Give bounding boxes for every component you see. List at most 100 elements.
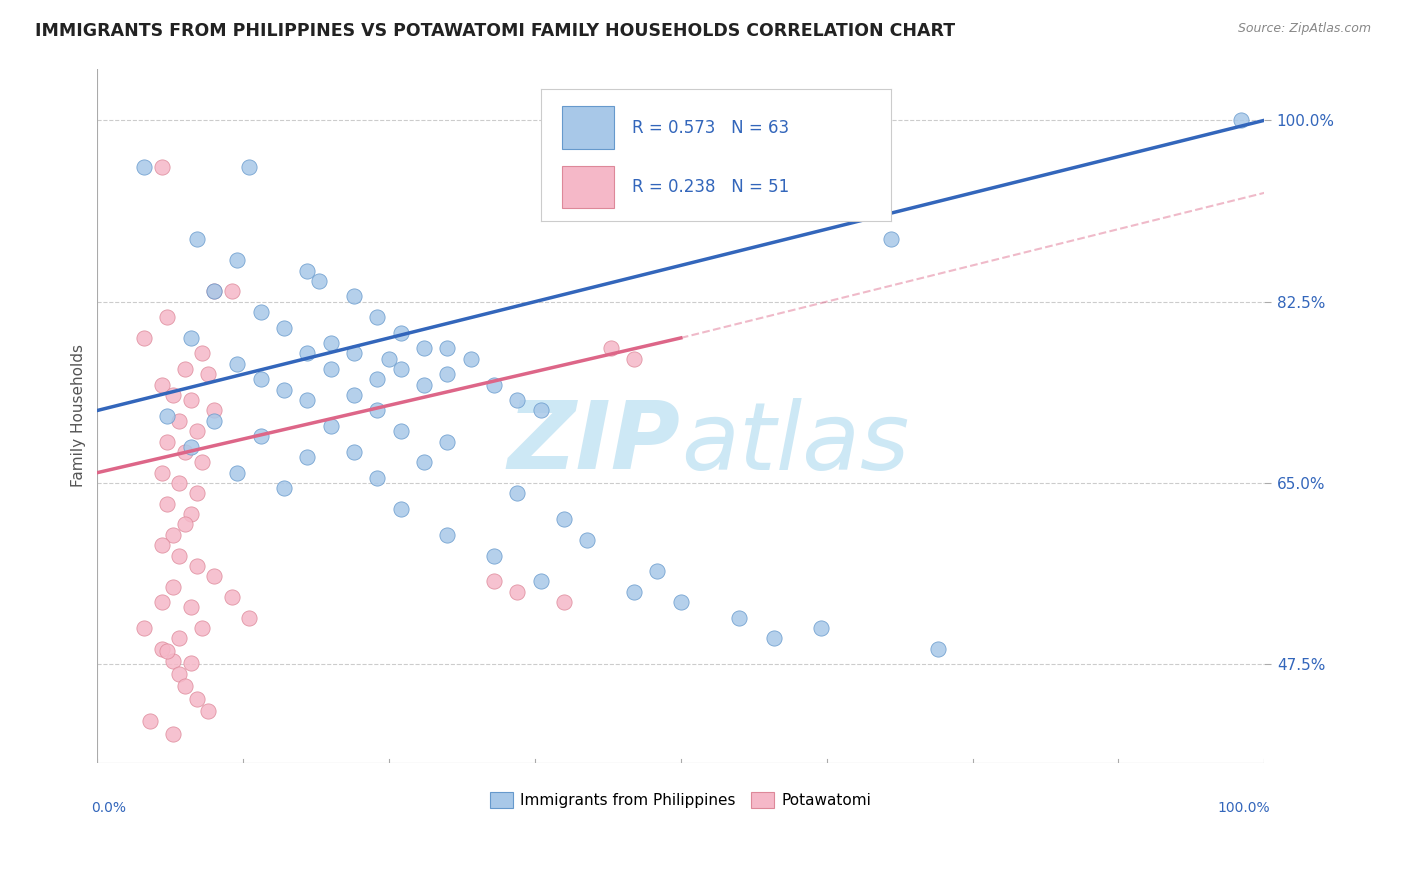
Point [273, 481, 295, 495]
Point [728, 611, 751, 625]
Point [180, 507, 202, 521]
Point [482, 574, 505, 589]
Point [180, 600, 202, 615]
Point [436, 528, 458, 542]
Point [319, 336, 342, 351]
Point [167, 414, 190, 428]
Point [202, 403, 225, 417]
Point [669, 595, 692, 609]
Point [343, 445, 366, 459]
Point [413, 377, 436, 392]
Point [150, 641, 173, 656]
Point [436, 434, 458, 449]
Point [389, 502, 412, 516]
Point [530, 574, 553, 589]
Point [156, 310, 179, 325]
Point [180, 393, 202, 408]
Point [173, 679, 195, 693]
Point [378, 351, 401, 366]
Point [308, 274, 330, 288]
Point [297, 263, 319, 277]
Point [132, 621, 155, 635]
Point [180, 331, 202, 345]
Point [173, 517, 195, 532]
Point [880, 232, 903, 246]
Point [297, 450, 319, 464]
Text: 0.0%: 0.0% [91, 801, 127, 815]
Point [927, 641, 949, 656]
Point [343, 346, 366, 360]
Point [273, 320, 295, 334]
Point [238, 611, 260, 625]
Point [297, 346, 319, 360]
Point [156, 497, 179, 511]
Point [180, 657, 202, 671]
Point [436, 341, 458, 355]
Text: Source: ZipAtlas.com: Source: ZipAtlas.com [1237, 22, 1371, 36]
Point [366, 403, 388, 417]
Text: IMMIGRANTS FROM PHILIPPINES VS POTAWATOMI FAMILY HOUSEHOLDS CORRELATION CHART: IMMIGRANTS FROM PHILIPPINES VS POTAWATOM… [35, 22, 955, 40]
Text: ZIP: ZIP [508, 398, 681, 490]
Point [139, 714, 162, 729]
Point [763, 632, 786, 646]
Point [273, 383, 295, 397]
Point [202, 414, 225, 428]
Point [167, 475, 190, 490]
Point [221, 285, 243, 299]
Point [319, 362, 342, 376]
Point [162, 727, 184, 741]
Point [173, 362, 195, 376]
Point [460, 351, 482, 366]
Point [413, 455, 436, 469]
Point [249, 429, 271, 443]
Point [186, 232, 208, 246]
Point [389, 424, 412, 438]
Point [191, 346, 214, 360]
Point [186, 691, 208, 706]
Point [162, 528, 184, 542]
Point [623, 584, 645, 599]
Point [132, 331, 155, 345]
Point [156, 644, 179, 658]
Point [599, 341, 621, 355]
Point [319, 419, 342, 434]
Point [150, 160, 173, 174]
Point [132, 160, 155, 174]
Point [186, 486, 208, 500]
Point [647, 564, 669, 578]
Point [191, 621, 214, 635]
Point [202, 285, 225, 299]
Point [167, 632, 190, 646]
Point [389, 326, 412, 340]
Point [238, 160, 260, 174]
Point [167, 549, 190, 563]
Point [150, 377, 173, 392]
Point [156, 409, 179, 423]
Point [297, 393, 319, 408]
Point [436, 368, 458, 382]
Point [249, 305, 271, 319]
Point [191, 455, 214, 469]
Point [506, 393, 529, 408]
Point [506, 486, 529, 500]
Point [1230, 113, 1253, 128]
Point [173, 445, 195, 459]
Point [553, 595, 575, 609]
Point [366, 310, 388, 325]
Point [150, 538, 173, 552]
Point [226, 253, 249, 268]
Point [150, 595, 173, 609]
Point [221, 590, 243, 604]
Point [343, 388, 366, 402]
Point [197, 704, 219, 718]
Point [162, 388, 184, 402]
Point [186, 558, 208, 573]
Point [226, 357, 249, 371]
Point [389, 362, 412, 376]
Point [180, 440, 202, 454]
Point [167, 666, 190, 681]
Point [530, 403, 553, 417]
Y-axis label: Family Households: Family Households [72, 344, 86, 487]
Point [553, 512, 575, 526]
Legend: Immigrants from Philippines, Potawatomi: Immigrants from Philippines, Potawatomi [484, 786, 877, 814]
